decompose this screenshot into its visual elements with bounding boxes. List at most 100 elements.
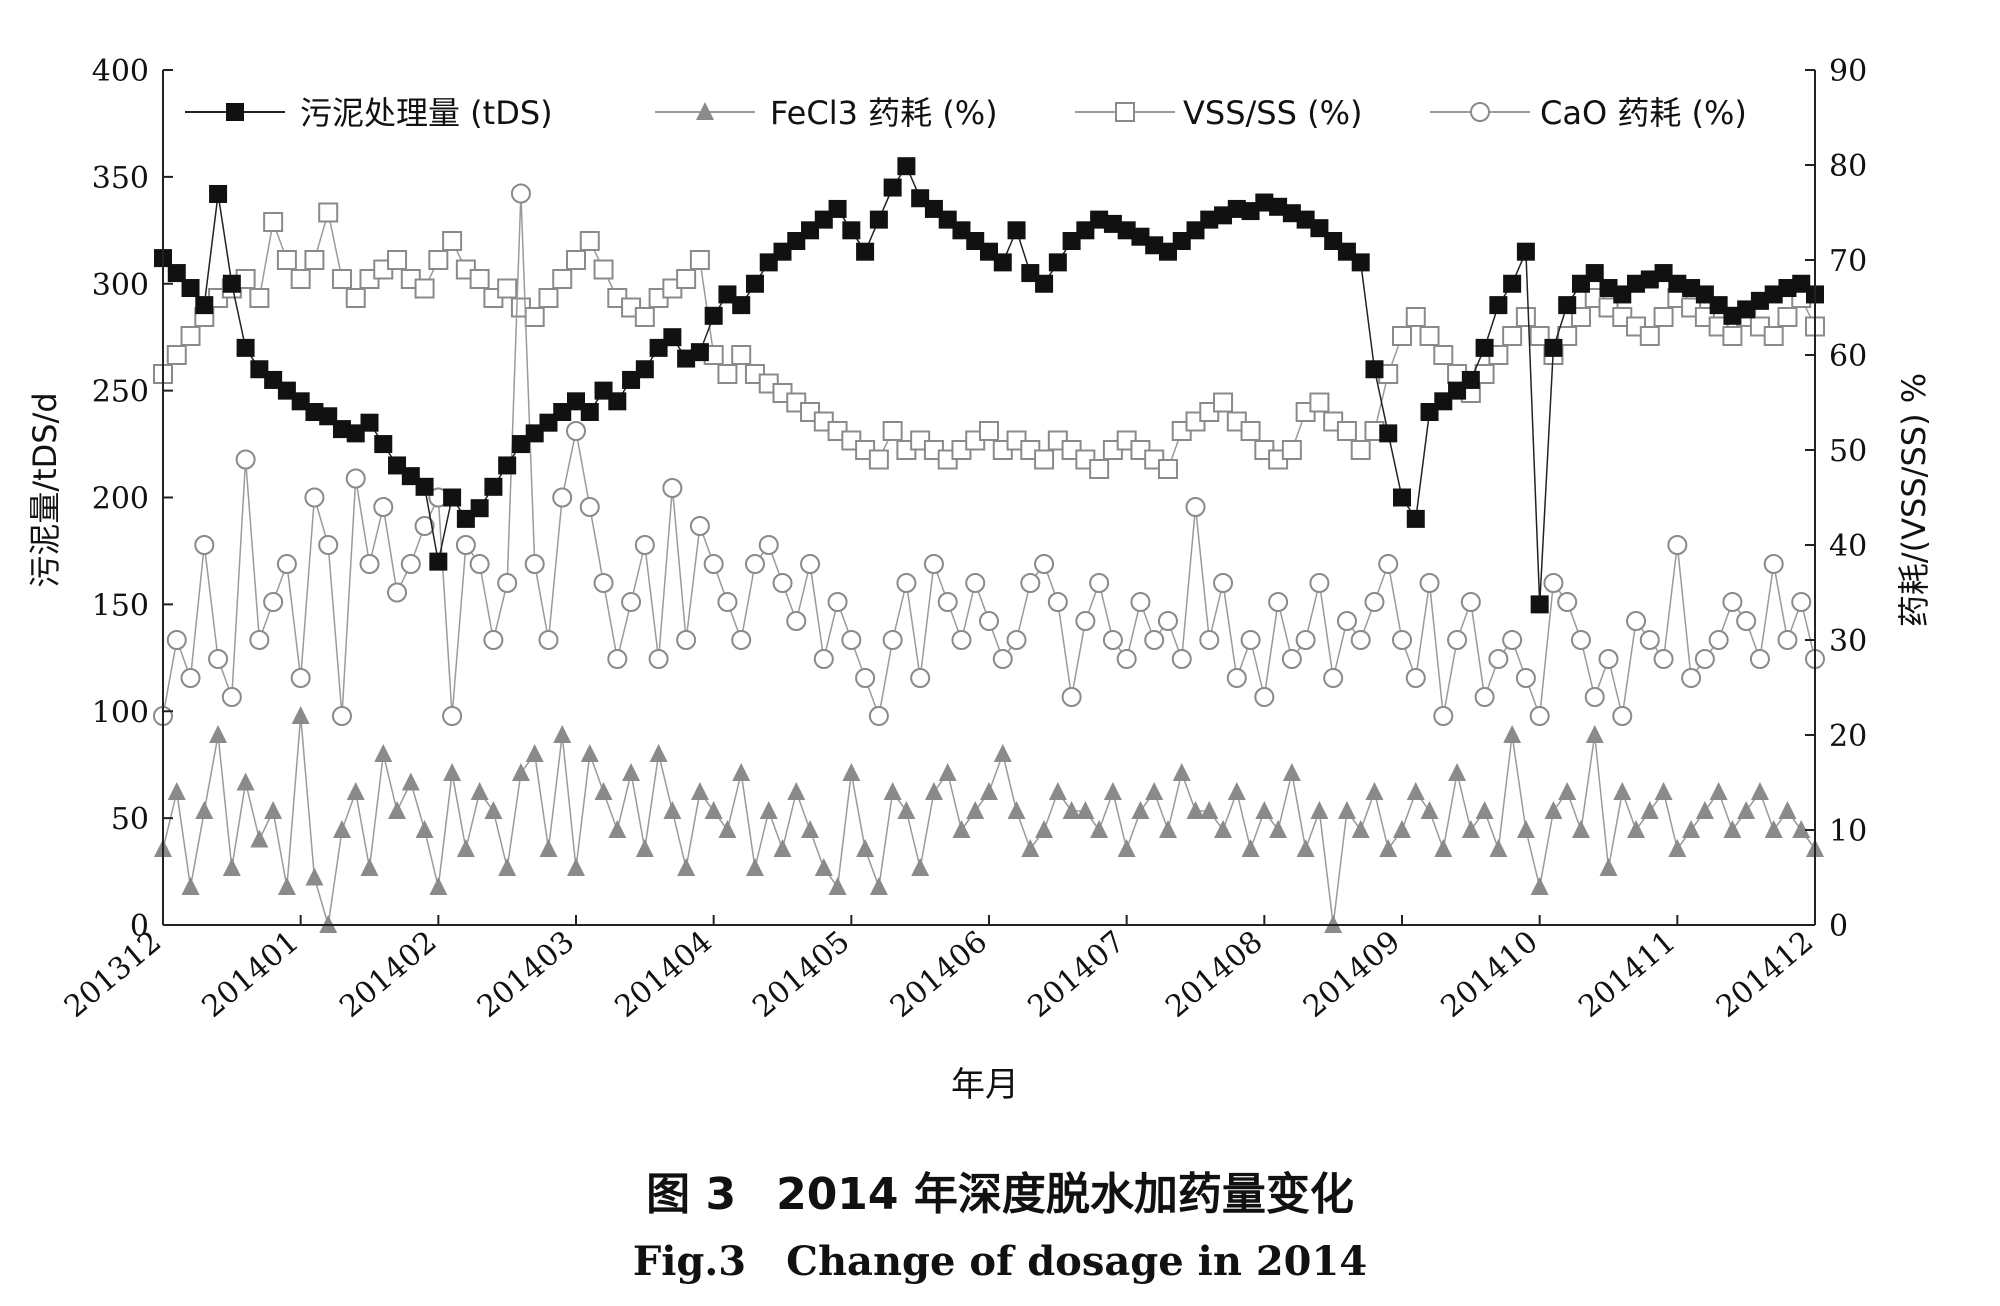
data-point bbox=[360, 413, 379, 432]
data-point bbox=[1653, 649, 1674, 669]
data-point bbox=[400, 554, 421, 574]
data-point bbox=[731, 630, 752, 650]
data-point bbox=[374, 435, 393, 454]
data-point bbox=[443, 488, 462, 507]
data-point bbox=[263, 212, 284, 232]
data-point bbox=[580, 403, 599, 421]
data-point bbox=[1433, 706, 1454, 726]
data-point bbox=[1639, 326, 1660, 346]
data-point bbox=[1035, 274, 1054, 293]
data-point bbox=[882, 421, 903, 441]
data-point bbox=[332, 420, 351, 439]
data-point bbox=[1158, 820, 1177, 838]
data-point bbox=[1557, 592, 1578, 612]
data-point bbox=[1474, 687, 1495, 707]
data-point bbox=[1515, 307, 1536, 327]
data-point bbox=[291, 706, 310, 724]
right-tick-label: 0 bbox=[1829, 909, 1848, 944]
right-tick-label: 70 bbox=[1829, 244, 1867, 279]
data-point bbox=[346, 424, 365, 443]
left-tick-label: 400 bbox=[92, 54, 149, 89]
data-point bbox=[924, 199, 943, 218]
data-point bbox=[1570, 630, 1591, 650]
data-point bbox=[1613, 285, 1632, 304]
data-point bbox=[1214, 206, 1233, 225]
left-tick-label: 250 bbox=[92, 375, 149, 410]
data-point bbox=[1778, 801, 1797, 819]
data-point bbox=[1392, 630, 1412, 650]
data-point bbox=[980, 242, 998, 261]
series-2 bbox=[153, 202, 1825, 479]
data-point bbox=[1654, 782, 1673, 800]
left-axis-title: 污泥量/tDS/d bbox=[26, 392, 64, 587]
data-point bbox=[1723, 820, 1742, 838]
data-point bbox=[209, 725, 228, 743]
data-point bbox=[979, 611, 999, 631]
data-point bbox=[1419, 326, 1440, 346]
legend-label: FeCl3 药耗 (%) bbox=[770, 94, 998, 132]
data-point bbox=[181, 279, 200, 298]
data-point bbox=[786, 611, 807, 631]
data-point bbox=[1515, 668, 1536, 688]
data-point bbox=[429, 552, 448, 571]
data-point bbox=[1200, 210, 1219, 229]
data-point bbox=[222, 858, 241, 876]
data-point bbox=[1021, 264, 1040, 283]
data-point bbox=[456, 839, 475, 857]
data-point bbox=[663, 328, 682, 347]
data-point bbox=[539, 413, 558, 432]
data-point bbox=[497, 573, 518, 593]
data-point bbox=[677, 349, 696, 368]
data-point bbox=[1503, 274, 1522, 293]
data-point bbox=[1405, 307, 1426, 327]
data-point bbox=[1530, 877, 1549, 895]
series-0 bbox=[154, 157, 1824, 614]
data-point bbox=[498, 456, 517, 475]
data-point bbox=[401, 467, 420, 486]
data-point bbox=[1420, 801, 1439, 819]
data-point bbox=[1103, 782, 1122, 800]
data-point bbox=[869, 877, 888, 895]
data-point bbox=[470, 499, 489, 518]
data-point bbox=[1627, 820, 1646, 838]
data-point bbox=[1172, 232, 1191, 250]
data-point bbox=[539, 839, 558, 857]
data-point bbox=[222, 274, 241, 293]
data-point bbox=[1131, 801, 1150, 819]
data-point bbox=[1227, 782, 1246, 800]
data-point bbox=[1681, 668, 1702, 688]
data-point bbox=[676, 630, 697, 650]
data-point bbox=[552, 269, 573, 289]
data-point bbox=[1544, 338, 1563, 357]
data-point bbox=[801, 820, 820, 838]
data-point bbox=[249, 288, 270, 308]
data-point bbox=[1336, 421, 1357, 441]
data-point bbox=[1558, 296, 1577, 315]
data-point bbox=[1213, 392, 1234, 413]
data-point bbox=[1613, 782, 1632, 800]
data-point bbox=[469, 269, 490, 289]
data-point bbox=[689, 516, 710, 536]
data-point bbox=[1393, 820, 1411, 838]
series-3 bbox=[153, 183, 1825, 726]
data-point bbox=[387, 582, 408, 603]
data-point bbox=[1089, 459, 1110, 479]
data-point bbox=[717, 364, 738, 384]
data-point bbox=[290, 668, 311, 688]
data-point bbox=[1737, 801, 1756, 819]
data-point bbox=[1379, 424, 1398, 443]
data-point bbox=[538, 288, 559, 308]
data-point bbox=[498, 858, 517, 876]
data-point bbox=[1227, 199, 1246, 218]
data-point bbox=[1667, 535, 1688, 555]
data-point bbox=[360, 858, 379, 876]
data-point bbox=[1254, 687, 1275, 707]
data-point bbox=[1296, 839, 1315, 857]
data-point bbox=[979, 421, 999, 441]
data-point bbox=[167, 264, 186, 283]
data-point bbox=[1640, 270, 1659, 289]
data-point bbox=[759, 253, 778, 272]
data-point bbox=[1186, 801, 1205, 819]
data-point bbox=[1007, 801, 1026, 819]
data-point bbox=[773, 242, 792, 261]
